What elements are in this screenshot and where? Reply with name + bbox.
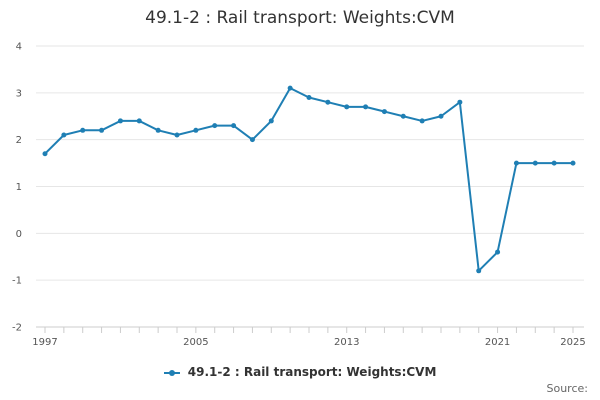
y-tick-label: -1	[12, 276, 22, 287]
y-tick-label: -2	[12, 323, 22, 334]
data-point[interactable]	[532, 160, 538, 166]
data-point[interactable]	[80, 127, 86, 133]
credits[interactable]: Source:	[546, 382, 589, 395]
x-axis: 1997 2005 2013 2021 2025	[32, 326, 586, 348]
y-tick-label: 4	[16, 42, 22, 53]
data-point[interactable]	[325, 99, 331, 105]
x-tick-label: 2005	[183, 337, 208, 348]
data-point[interactable]	[136, 118, 142, 124]
data-point[interactable]	[363, 104, 369, 110]
data-point[interactable]	[117, 118, 123, 124]
y-tick-label: 0	[16, 229, 22, 240]
data-point[interactable]	[438, 113, 444, 119]
data-point[interactable]	[513, 160, 519, 166]
data-point[interactable]	[61, 132, 67, 138]
legend[interactable]: 49.1-2 : Rail transport: Weights:CVM	[0, 365, 600, 379]
data-point[interactable]	[174, 132, 180, 138]
grid-lines	[36, 45, 584, 328]
x-tick-label: 2021	[485, 337, 510, 348]
data-point[interactable]	[419, 118, 425, 124]
data-point[interactable]	[495, 249, 501, 255]
data-point[interactable]	[551, 160, 557, 166]
y-axis: -2 -1 0 1 2 3 4	[12, 42, 22, 334]
data-point[interactable]	[42, 151, 48, 157]
data-point[interactable]	[344, 104, 350, 110]
x-tick-label: 2013	[334, 337, 359, 348]
y-tick-label: 1	[16, 182, 22, 193]
x-tick-label: 1997	[32, 337, 57, 348]
series-layer	[42, 85, 576, 274]
data-point[interactable]	[457, 99, 463, 105]
data-point[interactable]	[381, 109, 387, 115]
data-point[interactable]	[400, 113, 406, 119]
data-point[interactable]	[306, 95, 312, 101]
data-point[interactable]	[99, 127, 105, 133]
data-point[interactable]	[287, 85, 293, 91]
data-point[interactable]	[268, 118, 274, 124]
data-point[interactable]	[212, 123, 218, 129]
chart-title: 49.1-2 : Rail transport: Weights:CVM	[145, 8, 455, 28]
data-point[interactable]	[155, 127, 161, 133]
x-tick-label: 2025	[560, 337, 585, 348]
data-point[interactable]	[231, 123, 237, 129]
legend-label: 49.1-2 : Rail transport: Weights:CVM	[187, 365, 437, 379]
data-point[interactable]	[476, 268, 482, 274]
data-point[interactable]	[193, 127, 199, 133]
data-point[interactable]	[249, 137, 255, 143]
series-line[interactable]	[44, 87, 573, 272]
data-point[interactable]	[570, 160, 576, 166]
legend-swatch	[163, 369, 180, 376]
y-tick-label: 3	[16, 88, 22, 99]
y-tick-label: 2	[16, 135, 22, 146]
